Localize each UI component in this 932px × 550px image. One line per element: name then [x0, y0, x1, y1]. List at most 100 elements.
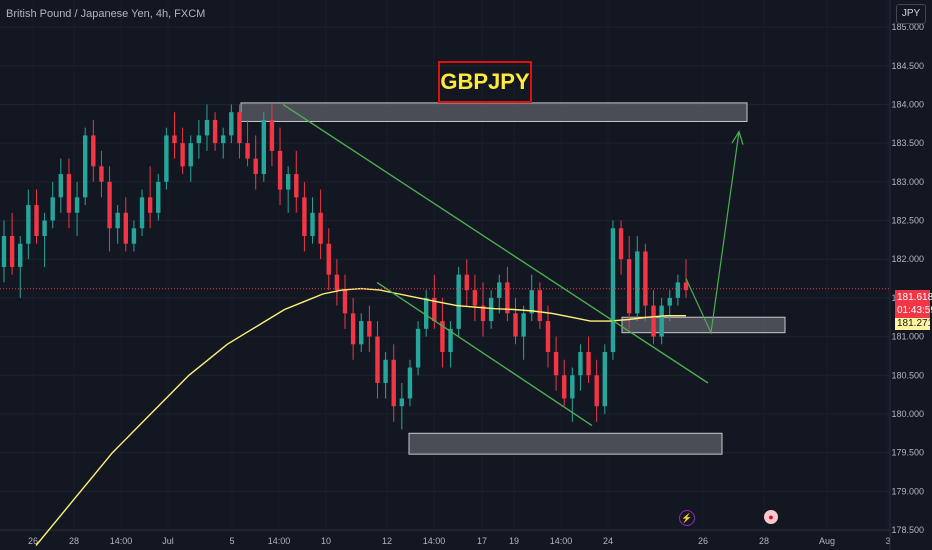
- candle-body: [237, 112, 242, 144]
- zone-support-low: [408, 432, 723, 455]
- candle-body: [415, 328, 421, 368]
- candle-body: [229, 112, 234, 136]
- candle-body: [464, 274, 469, 291]
- candle-body: [594, 375, 599, 407]
- candle-body: [269, 119, 275, 151]
- y-tick-label: 183.500: [891, 138, 924, 148]
- x-tick-label: 12: [382, 536, 392, 546]
- candle-body: [537, 290, 543, 322]
- candle-body: [578, 352, 583, 376]
- candle-body: [659, 305, 664, 337]
- candle-body: [432, 297, 437, 322]
- countdown-value: 01:43:59: [897, 305, 932, 316]
- upper-trendline: [282, 103, 709, 384]
- candle-body: [310, 212, 315, 236]
- candle-body: [261, 119, 267, 175]
- candle-body: [285, 174, 291, 190]
- candle-body: [42, 220, 47, 236]
- title-badge: GBPJPY: [438, 61, 532, 103]
- candle-body: [115, 212, 120, 229]
- x-tick-label: 24: [603, 536, 613, 546]
- zone-resistance: [240, 102, 748, 122]
- candle-body: [562, 375, 567, 399]
- candle-body: [521, 313, 526, 337]
- candle-body: [448, 328, 453, 353]
- candle-body: [9, 235, 15, 267]
- moving-average-tag: 181.271: [895, 318, 932, 330]
- x-tick-label: Aug: [819, 536, 835, 546]
- candle-body: [367, 321, 372, 337]
- candle-body: [188, 143, 193, 167]
- y-tick-label: 182.000: [891, 254, 924, 264]
- candle-body: [383, 359, 388, 383]
- symbol-header: British Pound / Japanese Yen, 4h, FXCM: [6, 8, 206, 20]
- y-tick-label: 179.500: [891, 448, 924, 458]
- lightning-icon[interactable]: ⚡: [679, 510, 695, 526]
- candle-body: [253, 158, 258, 175]
- dot-icon[interactable]: ●: [764, 510, 778, 524]
- candle-body: [399, 398, 405, 407]
- title-badge-text: GBPJPY: [440, 69, 530, 94]
- y-tick-label: 184.500: [891, 61, 924, 71]
- projection-path: [685, 131, 740, 335]
- candle-body: [480, 305, 486, 322]
- candle-body: [667, 297, 672, 306]
- y-tick-label: 185.000: [891, 22, 924, 32]
- candle-body: [651, 305, 656, 337]
- candle-body: [440, 321, 445, 353]
- x-tick-label: Jul: [162, 536, 174, 546]
- x-tick-label: 19: [509, 536, 519, 546]
- last-price-tag: 181.618 01:43:59: [895, 290, 932, 319]
- candle-body: [423, 297, 429, 329]
- candle-body: [610, 228, 616, 353]
- candle-body: [626, 259, 632, 314]
- candle-body: [326, 243, 331, 275]
- candle-body: [139, 197, 145, 229]
- candle-body: [277, 150, 283, 190]
- candle-body: [602, 352, 608, 407]
- candle-body: [350, 313, 356, 345]
- candle-body: [221, 135, 226, 144]
- last-price-value: 181.618: [897, 292, 932, 303]
- candle-body: [334, 274, 340, 291]
- candle-body: [529, 290, 534, 314]
- x-tick-label: 5: [229, 536, 234, 546]
- x-tick-label: 10: [321, 536, 331, 546]
- x-tick-label: 26: [28, 536, 38, 546]
- currency-button[interactable]: JPY: [896, 4, 926, 24]
- x-tick-label: 28: [759, 536, 769, 546]
- candle-body: [294, 174, 299, 198]
- candle-body: [172, 135, 177, 144]
- y-tick-label: 178.500: [891, 525, 924, 535]
- candle-body: [391, 359, 396, 407]
- candle-body: [204, 119, 210, 136]
- candle-body: [472, 290, 478, 306]
- y-tick-label: 183.000: [891, 177, 924, 187]
- candle-body: [302, 197, 307, 236]
- candle-body: [675, 282, 681, 298]
- candle-body: [82, 135, 88, 198]
- x-tick-label: 14:00: [423, 536, 446, 546]
- x-tick-label: 17: [477, 536, 487, 546]
- candle-body: [58, 174, 64, 198]
- candle-body: [318, 212, 323, 244]
- candle-body: [407, 367, 413, 399]
- candle-body: [91, 135, 96, 167]
- candle-body: [18, 243, 23, 267]
- candle-body: [180, 143, 185, 167]
- candle-body: [683, 282, 689, 291]
- candle-body: [456, 274, 461, 329]
- candle-body: [375, 336, 380, 383]
- candle-body: [586, 352, 591, 376]
- y-tick-label: 180.000: [891, 409, 924, 419]
- candle-body: [359, 321, 364, 345]
- candle-body: [74, 197, 80, 213]
- y-tick-label: 179.000: [891, 486, 924, 496]
- candle-body: [156, 181, 161, 213]
- candle-body: [66, 174, 72, 213]
- candle-body: [497, 282, 502, 298]
- candle-body: [34, 205, 39, 236]
- y-tick-label: 180.500: [891, 370, 924, 380]
- candle-body: [488, 297, 494, 322]
